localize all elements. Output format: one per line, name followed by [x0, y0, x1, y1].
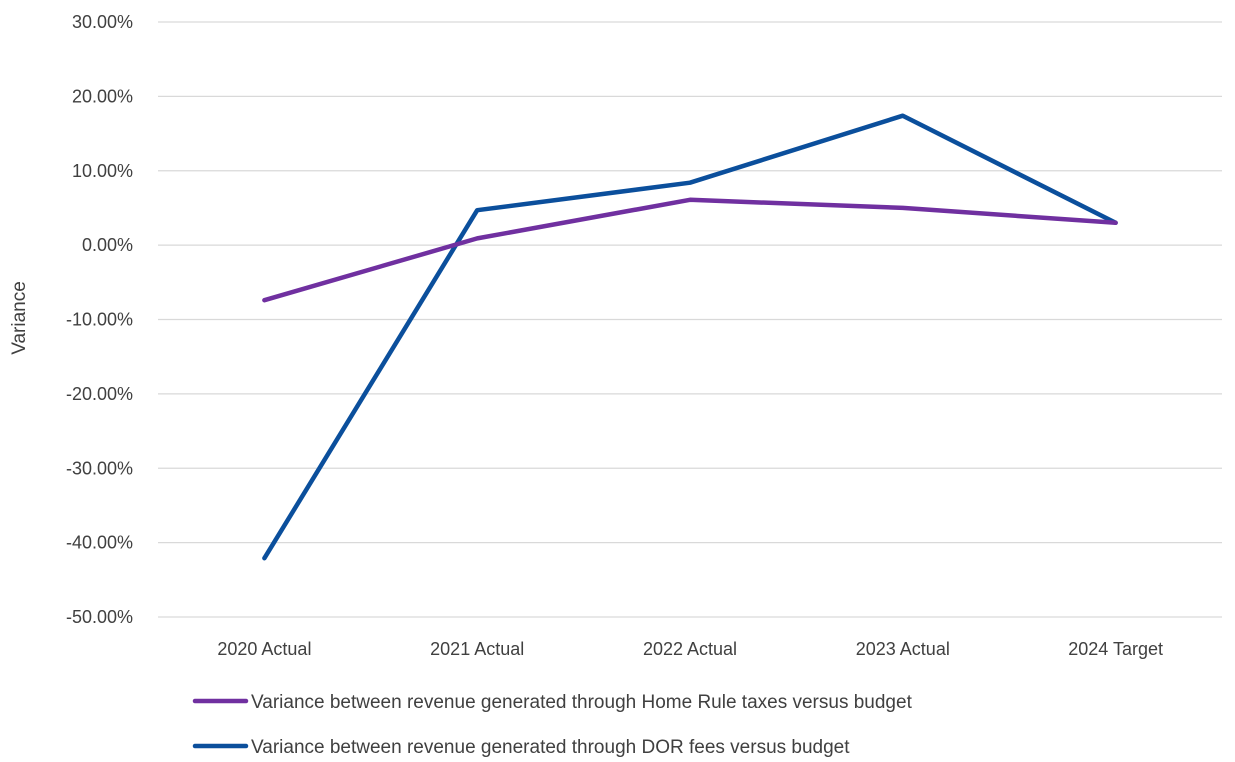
- y-tick-label: 10.00%: [72, 161, 133, 181]
- series-line: [264, 200, 1115, 300]
- x-tick-label: 2020 Actual: [217, 639, 311, 659]
- x-tick-label: 2021 Actual: [430, 639, 524, 659]
- gridlines: [158, 22, 1222, 617]
- y-tick-label: -20.00%: [66, 384, 133, 404]
- legend-item: Variance between revenue generated throu…: [195, 692, 913, 713]
- y-tick-label: -10.00%: [66, 310, 133, 330]
- series-lines: [264, 116, 1115, 559]
- x-tick-label: 2023 Actual: [856, 639, 950, 659]
- legend-label: Variance between revenue generated throu…: [251, 692, 913, 713]
- legend-item: Variance between revenue generated throu…: [195, 737, 850, 757]
- legend-label: Variance between revenue generated throu…: [251, 737, 850, 757]
- x-axis-ticks: 2020 Actual 2021 Actual 2022 Actual 2023 Ac…: [217, 639, 1163, 659]
- y-tick-label: 20.00%: [72, 86, 133, 106]
- y-tick-label: 0.00%: [82, 235, 133, 255]
- x-tick-label: 2022 Actual: [643, 639, 737, 659]
- series-line: [264, 116, 1115, 559]
- x-tick-label: 2024 Target: [1068, 639, 1163, 659]
- y-tick-label: -50.00%: [66, 607, 133, 627]
- y-tick-label: -40.00%: [66, 533, 133, 553]
- y-axis-title: Variance: [9, 281, 30, 355]
- legend: Variance between revenue generated throu…: [195, 692, 913, 757]
- y-tick-label: 30.00%: [72, 12, 133, 32]
- y-axis-ticks: 30.00% 20.00% 10.00% 0.00% -10.00% -20.00% -30…: [66, 12, 133, 627]
- y-tick-label: -30.00%: [66, 458, 133, 478]
